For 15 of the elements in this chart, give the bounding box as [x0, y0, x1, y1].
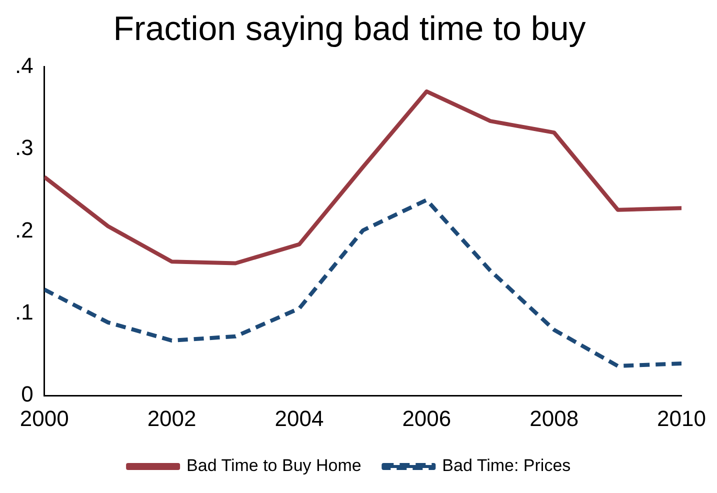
y-tick-label: 0	[21, 382, 34, 407]
y-tick-label: .2	[14, 217, 34, 242]
y-tick-label: .3	[14, 135, 34, 160]
legend-label: Bad Time to Buy Home	[186, 456, 362, 476]
x-tick-label: 2008	[530, 406, 579, 431]
chart-title: Fraction saying bad time to buy	[113, 10, 586, 48]
x-tick-label: 2010	[657, 406, 706, 431]
line-series	[44, 198, 682, 368]
x-tick-label: 2006	[402, 406, 452, 431]
y-tick-label: .1	[14, 299, 34, 324]
x-tick-label: 2002	[147, 406, 196, 431]
x-tick-label: 2000	[20, 406, 69, 431]
x-tick-label: 2004	[274, 406, 324, 431]
y-tick-label: .4	[14, 52, 34, 78]
legend-label: Bad Time: Prices	[442, 456, 571, 476]
